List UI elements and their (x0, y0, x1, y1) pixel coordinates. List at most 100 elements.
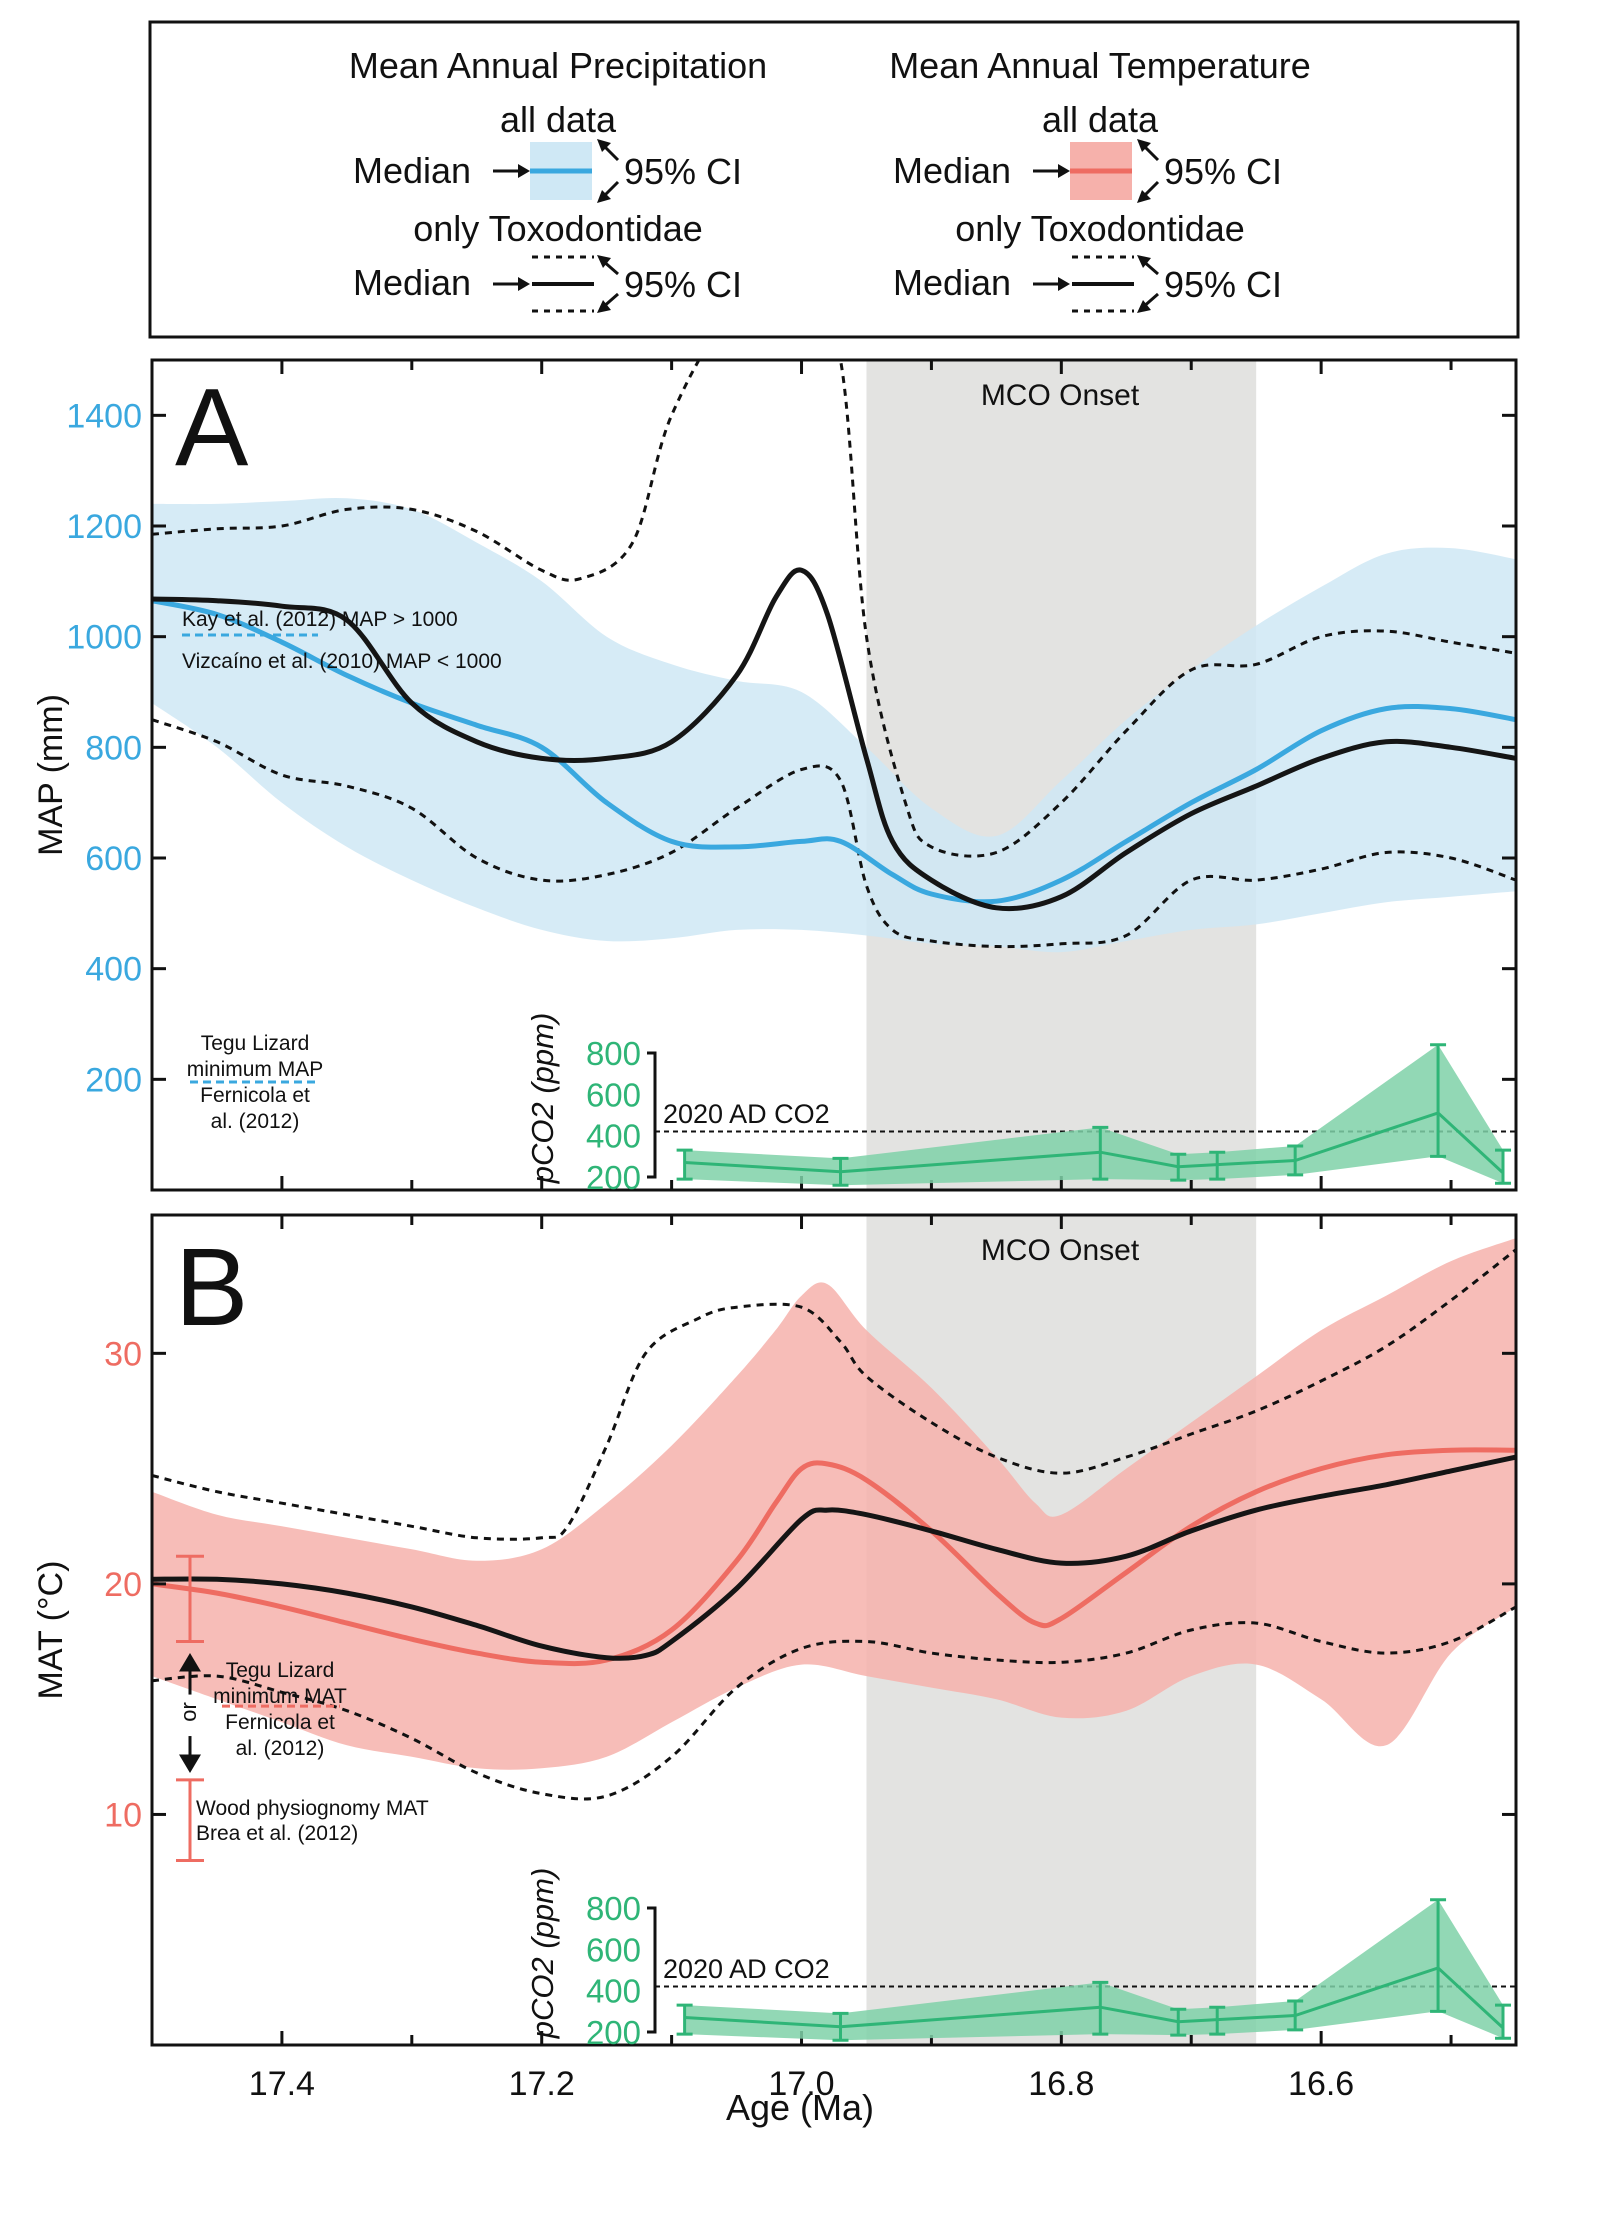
arrowhead-icon (1058, 164, 1070, 178)
arrowhead-icon (518, 277, 530, 291)
co2-axis-bracket (647, 1906, 657, 2034)
y-tick-label: 1000 (66, 619, 142, 657)
co2-ci-band (684, 1899, 1503, 2041)
y-axis-label: MAP (mm) (32, 694, 70, 856)
panel-label: B (175, 1226, 248, 1349)
legend-mat-toxo-median-label: Median (893, 262, 1011, 303)
x-tick-label: 17.4 (249, 2065, 315, 2103)
mco-onset-label: MCO Onset (981, 379, 1140, 412)
toxo-median-line (152, 567, 1516, 912)
mco-onset-label: MCO Onset (981, 1234, 1140, 1267)
or-label: or (176, 1702, 201, 1722)
legend-map-title: Mean Annual Precipitation (349, 45, 767, 86)
co2-axis-bracket (647, 1051, 657, 1179)
legend-mat-all-data: all data (1042, 99, 1159, 140)
wood-annotation-line-1: Wood physiognomy MAT (196, 1797, 429, 1820)
co2-inset: 200 400 600 800 (586, 1890, 1516, 2051)
co2-inset: 200 400 600 800 (586, 1035, 1516, 1196)
legend-mat-toxo-ci-label: 95% CI (1164, 264, 1282, 305)
x-tick-label: 16.8 (1028, 2065, 1094, 2103)
tegu-map-line-3: Fernicola et (200, 1084, 310, 1107)
panel-a: MCO Onset A 200 400 600 800 1000 1200 1400 MAP… (32, 358, 1518, 1196)
toxo-median-line (152, 1454, 1516, 1661)
co2-tick-label: 400 (586, 1118, 641, 1155)
tegu-mat-line-4: al. (2012) (236, 1737, 325, 1760)
y-tick-label: 800 (85, 729, 142, 767)
legend: Mean Annual Precipitation all data Media… (148, 20, 1520, 339)
co2-tick-label: 200 (586, 1159, 641, 1196)
y-tick-label: 1400 (66, 397, 142, 435)
tegu-mat-line-3: Fernicola et (225, 1711, 335, 1734)
legend-map-only-toxo: only Toxodontidae (413, 208, 703, 249)
x-axis-label: Age (Ma) (726, 2087, 874, 2128)
arrowhead-icon (597, 190, 611, 203)
wood-physiognomy-range (176, 1554, 340, 1863)
co2-median-line (684, 1966, 1505, 2030)
legend-map-toxo-ci-label: 95% CI (624, 264, 742, 305)
co2-axis-label: pCO2 (ppm) (525, 1868, 560, 2040)
kay-annotation: Kay et al. (2012) MAP > 1000 (182, 608, 458, 631)
co2-ci-band (684, 1044, 1503, 1186)
legend-map-all-data: all data (500, 99, 617, 140)
ci-band (152, 497, 1516, 953)
arrowhead-icon (1137, 255, 1151, 268)
arrowhead-icon (179, 1653, 201, 1672)
arrowhead-icon (1137, 190, 1151, 203)
tegu-map-line-4: al. (2012) (211, 1110, 300, 1133)
arrowhead-icon (597, 255, 611, 268)
tegu-map-line-2: minimum MAP (187, 1058, 324, 1081)
toxo-ci-lower-line (152, 718, 1516, 949)
ci-band (152, 1238, 1516, 1770)
x-tick-label: 16.6 (1288, 2065, 1354, 2103)
tegu-map-line-1: Tegu Lizard (201, 1032, 310, 1055)
arrowhead-icon (597, 139, 611, 152)
wood-annotation-line-2: Brea et al. (2012) (196, 1822, 358, 1845)
plot-frame (150, 358, 1518, 1192)
x-tick-label: 17.2 (509, 2065, 575, 2103)
co2-tick-label: 600 (586, 1931, 641, 1968)
arrowhead-icon (518, 164, 530, 178)
y-tick-label: 10 (104, 1796, 142, 1834)
toxo-ci-upper-line (152, 360, 1516, 858)
co2-tick-label: 600 (586, 1076, 641, 1113)
legend-mat-ci-label: 95% CI (1164, 151, 1282, 192)
y-axis-label: MAT (°C) (32, 1561, 70, 1700)
y-tick-label: 200 (85, 1061, 142, 1099)
arrowhead-icon (1137, 139, 1151, 152)
co2-reference-label: 2020 AD CO2 (663, 1099, 830, 1129)
plot-frame (150, 1213, 1518, 2047)
y-tick-label: 1200 (66, 508, 142, 546)
legend-mat-median-label: Median (893, 150, 1011, 191)
co2-tick-label: 800 (586, 1035, 641, 1072)
co2-axis-label: pCO2 (ppm) (525, 1013, 560, 1185)
all-data-median-line (152, 1447, 1516, 1667)
legend-map-ci-label: 95% CI (624, 151, 742, 192)
legend-map-median-label: Median (353, 150, 471, 191)
toxo-ci-lower-line (152, 1605, 1516, 1801)
co2-median-line (684, 1111, 1505, 1175)
co2-reference-label: 2020 AD CO2 (663, 1954, 830, 1984)
arrowhead-icon (1058, 277, 1070, 291)
co2-tick-label: 200 (586, 2014, 641, 2051)
panel-label: A (175, 366, 249, 489)
legend-map-toxo-median-label: Median (353, 262, 471, 303)
vizcaino-annotation: Vizcaíno et al. (2010) MAP < 1000 (182, 650, 502, 673)
x-tick-label: 17.0 (768, 2065, 834, 2103)
arrowhead-icon (597, 300, 611, 313)
y-tick-label: 20 (104, 1566, 142, 1604)
legend-mat-title: Mean Annual Temperature (889, 45, 1311, 86)
all-data-median-line (152, 598, 1516, 905)
tegu-mat-line-1: Tegu Lizard (226, 1659, 335, 1682)
toxo-ci-upper-line (152, 1248, 1516, 1541)
legend-box (148, 20, 1520, 339)
co2-tick-label: 400 (586, 1973, 641, 2010)
y-tick-label: 600 (85, 840, 142, 878)
legend-mat-only-toxo: only Toxodontidae (955, 208, 1245, 249)
tegu-mat-line-2: minimum MAT (213, 1685, 347, 1708)
arrowhead-icon (179, 1754, 201, 1773)
co2-tick-label: 800 (586, 1890, 641, 1927)
y-tick-label: 30 (104, 1335, 142, 1373)
y-tick-label: 400 (85, 951, 142, 989)
